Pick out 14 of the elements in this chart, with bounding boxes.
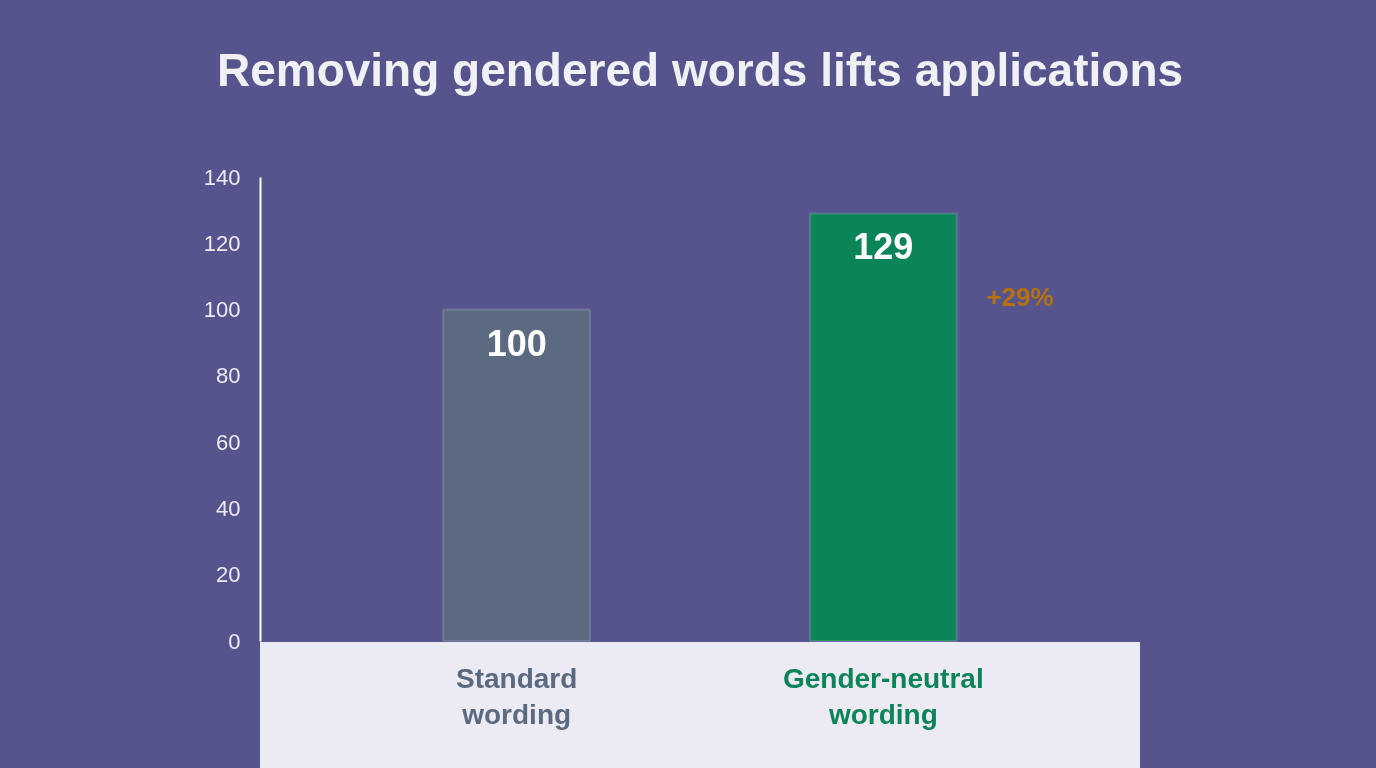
y-tick-label: 60 xyxy=(216,429,241,455)
x-tick-label: Gender-neutral wording xyxy=(782,662,984,730)
data-label: 100 xyxy=(486,322,547,364)
data-label: 129 xyxy=(853,226,914,268)
y-tick-label: 40 xyxy=(216,495,241,521)
y-tick-label: 80 xyxy=(216,363,241,389)
annotation: +29% xyxy=(986,282,1054,312)
y-tick-label: 0 xyxy=(228,628,241,654)
x-tick-label: Standard wording xyxy=(455,662,578,730)
y-tick-label: 100 xyxy=(203,297,241,323)
y-tick-label: 120 xyxy=(203,230,241,256)
y-tick-label: 20 xyxy=(216,562,241,588)
y-tick-label: 140 xyxy=(203,164,241,190)
chart-title: Removing gendered words lifts applications xyxy=(216,44,1184,96)
